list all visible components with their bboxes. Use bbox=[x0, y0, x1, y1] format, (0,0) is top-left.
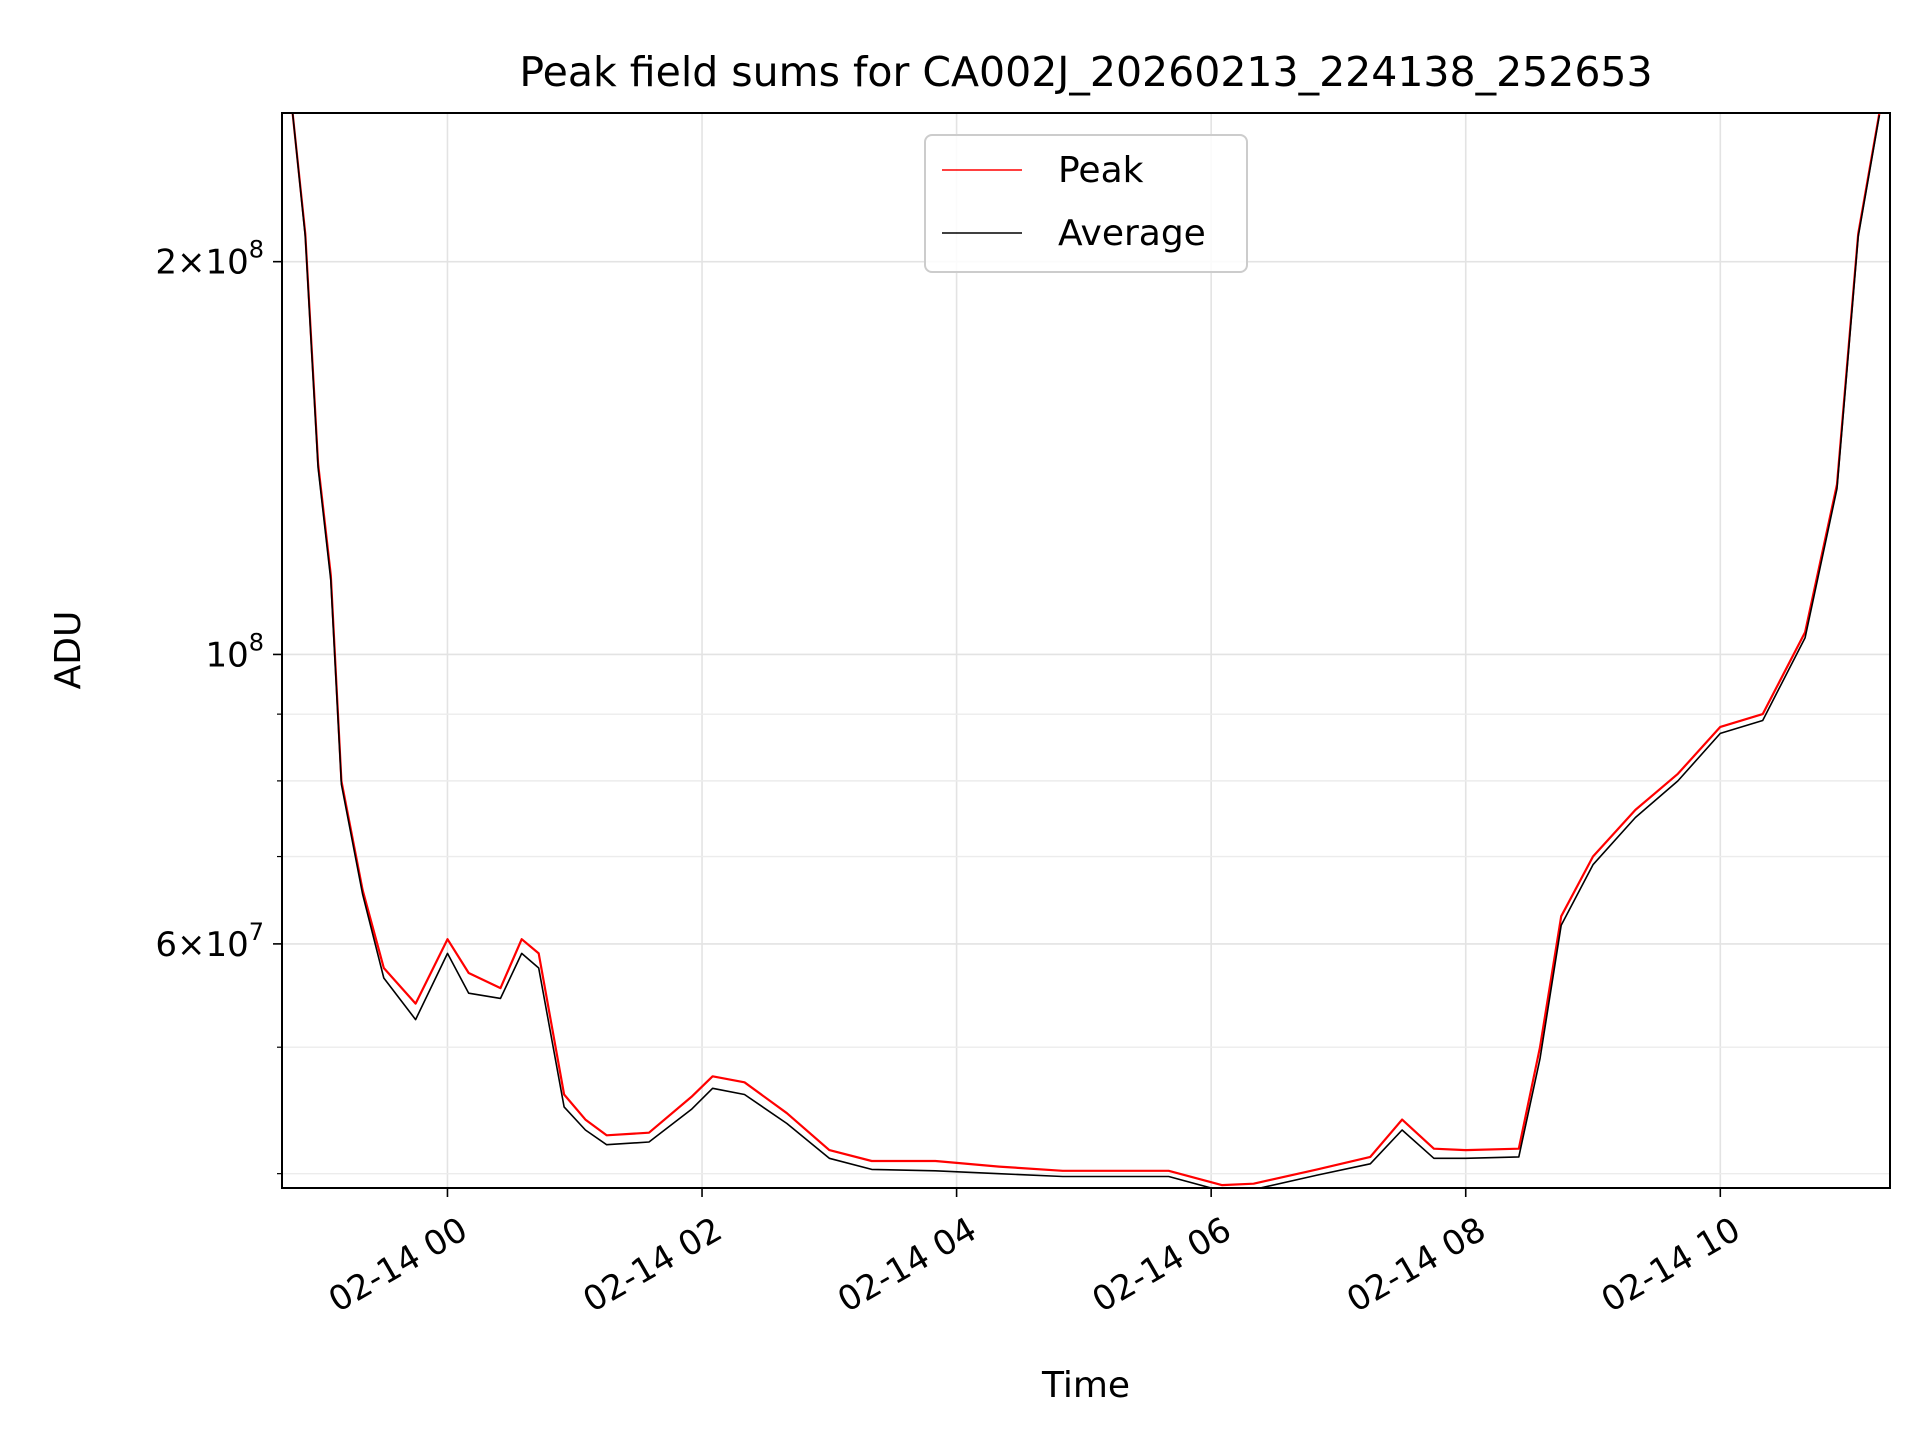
y-axis-label: ADU bbox=[48, 611, 89, 690]
y-tick-label: 108 bbox=[205, 628, 264, 675]
y-tick-label: 2×108 bbox=[155, 236, 264, 283]
grid bbox=[282, 113, 1890, 1188]
legend: Peak Average bbox=[924, 134, 1248, 273]
plot-frame bbox=[281, 112, 1891, 1189]
y-tick-label: 6×107 bbox=[155, 918, 264, 965]
legend-label-peak: Peak bbox=[1058, 150, 1144, 191]
series-line-peak bbox=[291, 113, 1881, 1187]
y-axis: 6×107 108 2×108 bbox=[155, 236, 282, 1175]
x-axis-label: Time bbox=[1041, 1365, 1130, 1406]
chart-title: Peak field sums for CA002J_20260213_2241… bbox=[519, 48, 1652, 96]
series-layer bbox=[291, 113, 1881, 1188]
series-line-average bbox=[291, 113, 1881, 1188]
legend-label-average: Average bbox=[1058, 213, 1206, 254]
